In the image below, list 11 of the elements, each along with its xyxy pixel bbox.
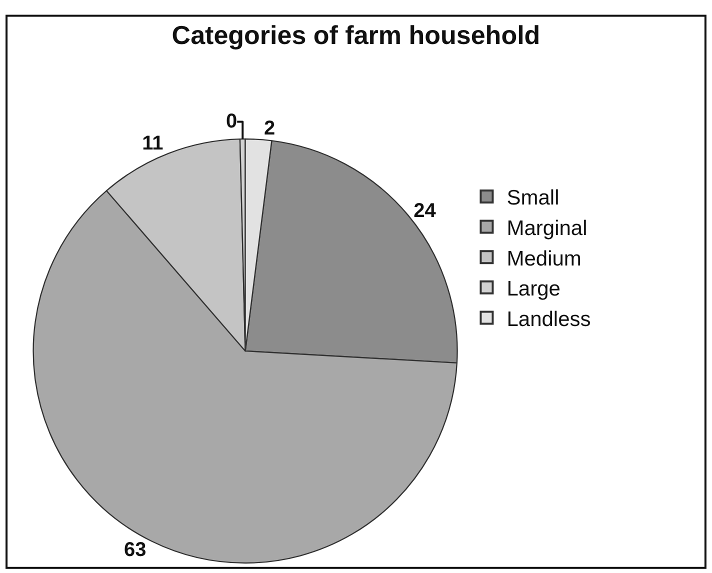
data-label: 24 [414, 200, 437, 222]
legend-label: Small [506, 186, 560, 210]
data-label: 11 [142, 132, 164, 155]
chart-title: Categories of farm household [172, 20, 540, 50]
legend-label: Marginal [506, 216, 588, 240]
legend-label: Medium [506, 247, 582, 270]
legend-label: Landless [506, 308, 591, 331]
legend-label: Large [506, 278, 560, 301]
data-label: 2 [264, 117, 276, 140]
data-label: 0 [226, 110, 238, 133]
data-label: 63 [124, 539, 146, 562]
